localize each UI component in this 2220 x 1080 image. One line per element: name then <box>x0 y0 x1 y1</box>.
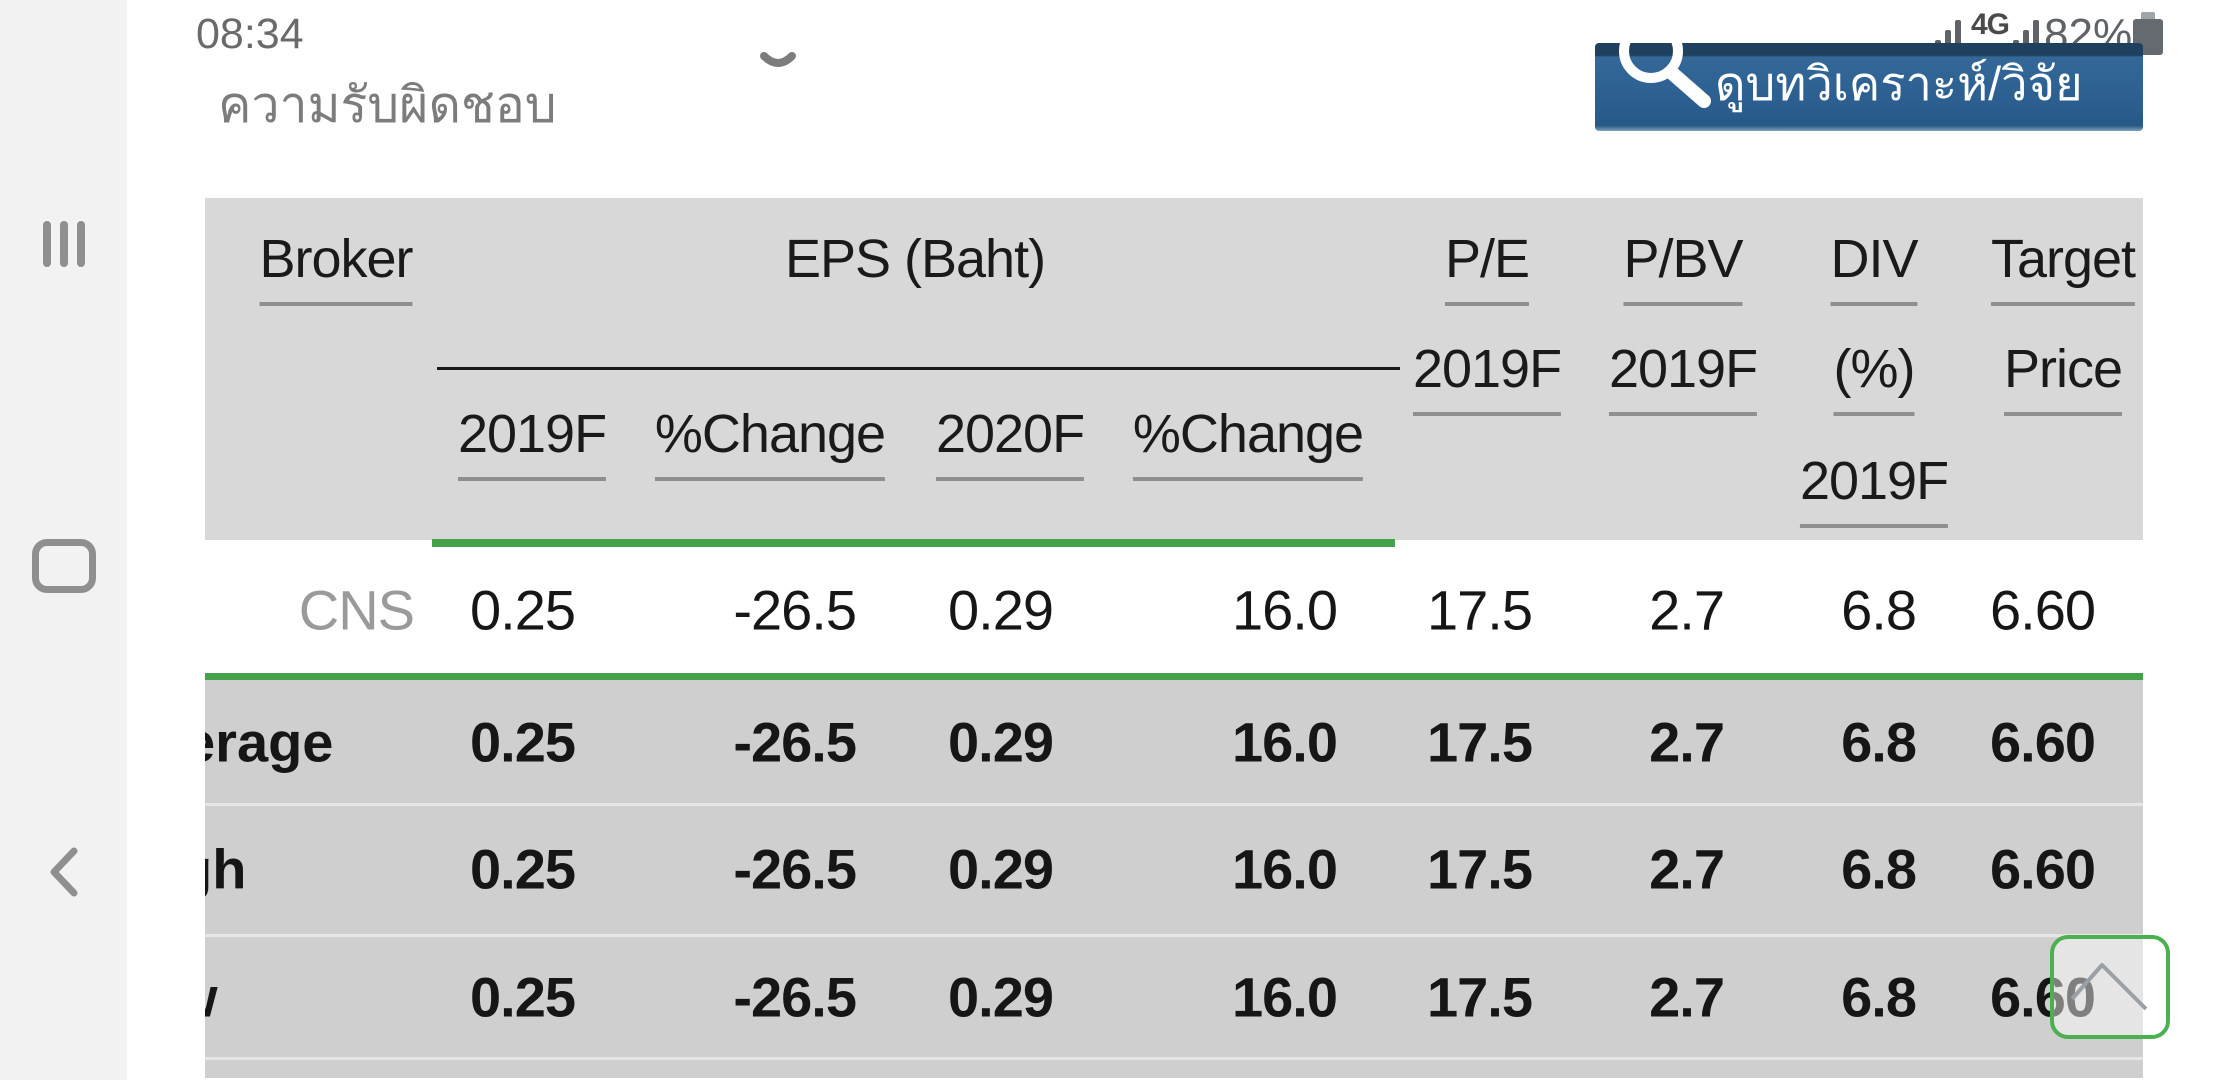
cell-eps-change1: -26.5 <box>733 578 857 642</box>
cell-eps-2020f: 0.29 <box>948 578 1054 642</box>
android-nav-rail <box>0 0 127 1080</box>
subheader-eps-2019f: 2019F <box>457 403 607 481</box>
table-row-high: gh 0.25 -26.5 0.29 16.0 17.5 2.7 6.8 6.6… <box>205 806 2143 931</box>
cell-target: 6.60 <box>1990 965 2096 1029</box>
eps-group-rule <box>437 367 1400 370</box>
column-header-target: Target <box>1990 228 2136 306</box>
subheader-div-pct: (%) <box>1833 338 1915 416</box>
cell-eps-2019f: 0.25 <box>470 710 576 773</box>
row-label-fragment: w <box>205 965 218 1030</box>
subheader-pbv-year: 2019F <box>1608 338 1758 416</box>
table-header: Broker EPS (Baht) P/E P/BV DIV Target 20… <box>205 198 2143 540</box>
home-icon[interactable] <box>0 539 127 593</box>
table-separator-green <box>205 673 2143 680</box>
row-divider <box>205 1057 2143 1060</box>
cell-pe: 17.5 <box>1427 710 1533 773</box>
cell-pbv: 2.7 <box>1649 578 1725 642</box>
subheader-eps-change2: %Change <box>1132 403 1364 481</box>
brokers-table: Broker EPS (Baht) P/E P/BV DIV Target 20… <box>205 198 2143 1080</box>
cell-eps-change2: 16.0 <box>1232 965 1338 1029</box>
subheader-eps-change1: %Change <box>654 403 886 481</box>
search-icon <box>1619 43 1711 108</box>
cell-eps-2019f: 0.25 <box>470 965 576 1029</box>
table-row-low: w 0.25 -26.5 0.29 16.0 17.5 2.7 6.8 6.60 <box>205 937 2143 1057</box>
cell-eps-change2: 16.0 <box>1232 578 1338 642</box>
table-row-cns: CNS 0.25 -26.5 0.29 16.0 17.5 2.7 6.8 6.… <box>205 547 2143 673</box>
cell-div: 6.8 <box>1841 965 1917 1029</box>
cell-eps-change1: -26.5 <box>733 965 857 1029</box>
clipped-text-fragment <box>760 52 796 79</box>
subheader-target-price: Price <box>2003 338 2123 416</box>
cell-eps-change1: -26.5 <box>733 710 857 773</box>
subheader-eps-2020f: 2020F <box>935 403 1085 481</box>
cell-pbv: 2.7 <box>1649 837 1725 900</box>
column-header-pe: P/E <box>1444 228 1530 306</box>
chevron-up-icon <box>2070 963 2148 1011</box>
cell-target: 6.60 <box>1990 710 2096 773</box>
column-group-eps: EPS (Baht) <box>784 229 1046 289</box>
back-icon[interactable] <box>0 846 127 898</box>
recent-apps-icon[interactable] <box>0 221 127 267</box>
cell-pe: 17.5 <box>1427 965 1533 1029</box>
subheader-pe-year: 2019F <box>1412 338 1562 416</box>
row-divider <box>205 803 2143 806</box>
column-header-div: DIV <box>1830 228 1919 306</box>
column-header-broker: Broker <box>259 228 414 306</box>
scroll-to-top-button[interactable] <box>2050 935 2170 1039</box>
cell-div: 6.8 <box>1841 578 1917 642</box>
cell-eps-change2: 16.0 <box>1232 837 1338 900</box>
cell-target: 6.60 <box>1990 837 2096 900</box>
row-label-fragment: erage <box>205 710 334 773</box>
broker-name: CNS <box>298 578 415 642</box>
page-title: ความรับผิดชอบ <box>218 77 557 133</box>
summary-rows: erage 0.25 -26.5 0.29 16.0 17.5 2.7 6.8 … <box>205 680 2143 1078</box>
cell-pe: 17.5 <box>1427 837 1533 900</box>
eps-group-underline <box>432 539 1395 547</box>
cell-eps-2020f: 0.29 <box>948 710 1054 773</box>
row-label-fragment: gh <box>205 837 247 900</box>
status-time: 08:34 <box>196 10 304 58</box>
row-divider <box>205 934 2143 937</box>
cell-eps-2019f: 0.25 <box>470 578 576 642</box>
analysis-button-label: ดูบทวิเคราะห์/วิจัย <box>1715 57 2083 110</box>
cell-eps-2019f: 0.25 <box>470 837 576 900</box>
analysis-button[interactable]: ดูบทวิเคราะห์/วิจัย <box>1595 43 2143 131</box>
cell-eps-2020f: 0.29 <box>948 965 1054 1029</box>
subheader-div-year: 2019F <box>1799 450 1949 528</box>
cell-eps-change1: -26.5 <box>733 837 857 900</box>
cell-eps-2020f: 0.29 <box>948 837 1054 900</box>
table-row-average: erage 0.25 -26.5 0.29 16.0 17.5 2.7 6.8 … <box>205 680 2143 803</box>
column-header-pbv: P/BV <box>1623 228 1744 306</box>
cell-pbv: 2.7 <box>1649 965 1725 1029</box>
cell-pbv: 2.7 <box>1649 710 1725 773</box>
cell-pe: 17.5 <box>1427 578 1533 642</box>
cell-div: 6.8 <box>1841 710 1917 773</box>
cell-eps-change2: 16.0 <box>1232 710 1338 773</box>
cell-div: 6.8 <box>1841 837 1917 900</box>
cell-target: 6.60 <box>1990 578 2096 642</box>
